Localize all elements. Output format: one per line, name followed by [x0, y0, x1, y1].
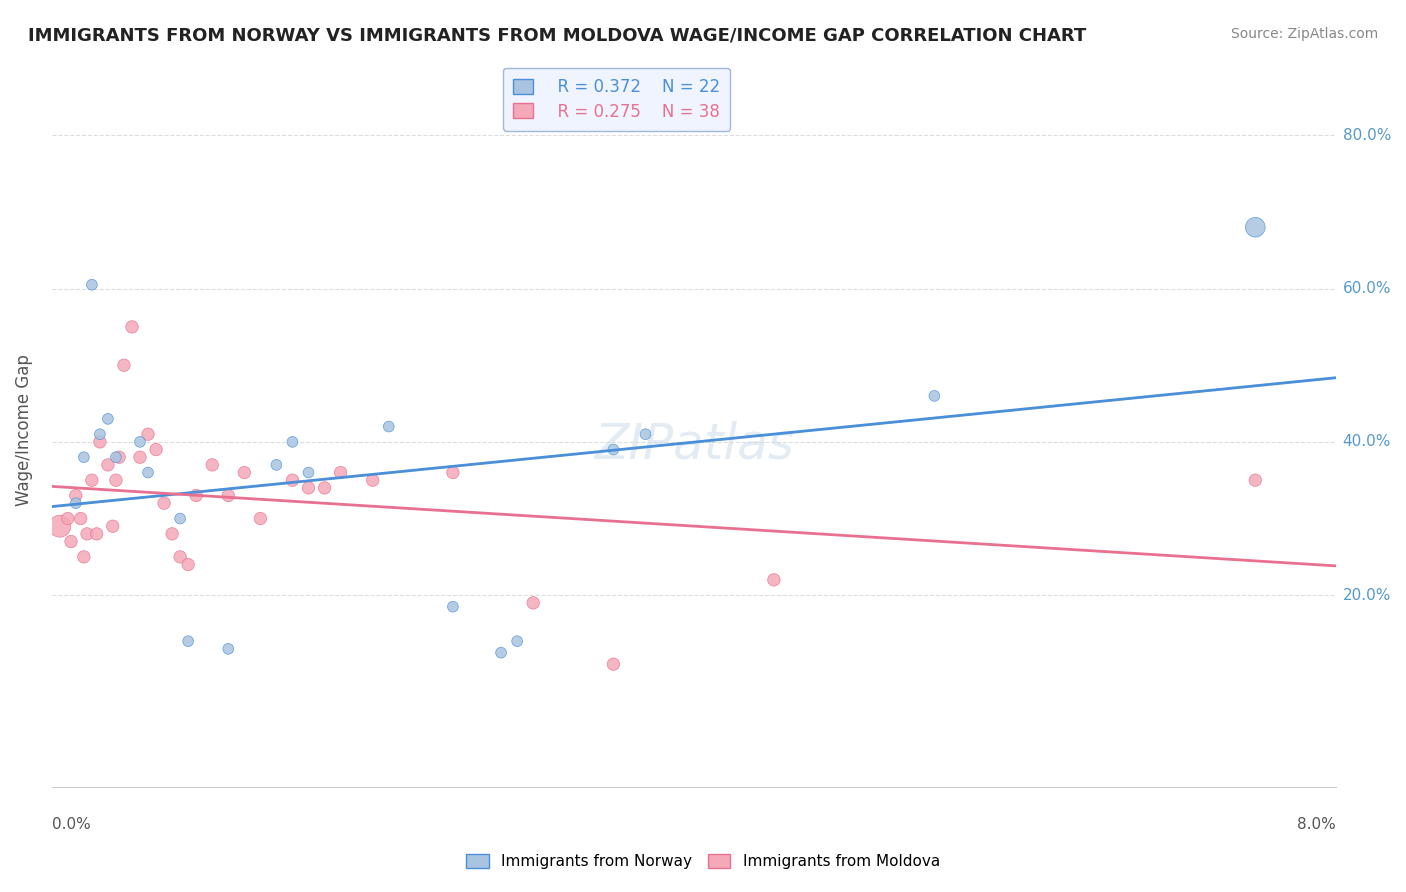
- Point: [602, 442, 624, 457]
- Text: 80.0%: 80.0%: [1343, 128, 1391, 143]
- Point: [522, 596, 544, 610]
- Point: [49, 519, 72, 533]
- Text: 0.0%: 0.0%: [52, 817, 90, 832]
- Point: [634, 427, 657, 442]
- Point: [169, 549, 191, 564]
- Point: [136, 466, 159, 480]
- Point: [329, 466, 352, 480]
- Point: [160, 527, 183, 541]
- Text: 40.0%: 40.0%: [1343, 434, 1391, 450]
- Point: [233, 466, 256, 480]
- Point: [1244, 220, 1267, 235]
- Point: [441, 599, 464, 614]
- Point: [1244, 473, 1267, 487]
- Point: [281, 473, 304, 487]
- Point: [108, 450, 131, 465]
- Point: [266, 458, 288, 472]
- Point: [97, 458, 120, 472]
- Text: IMMIGRANTS FROM NORWAY VS IMMIGRANTS FROM MOLDOVA WAGE/INCOME GAP CORRELATION CH: IMMIGRANTS FROM NORWAY VS IMMIGRANTS FRO…: [28, 27, 1087, 45]
- Point: [361, 473, 384, 487]
- Point: [169, 511, 191, 525]
- Point: [924, 389, 946, 403]
- Point: [86, 527, 108, 541]
- Legend: Immigrants from Norway, Immigrants from Moldova: Immigrants from Norway, Immigrants from …: [460, 848, 946, 875]
- Point: [153, 496, 176, 510]
- Text: ZIPatlas: ZIPatlas: [593, 421, 793, 468]
- Text: 60.0%: 60.0%: [1343, 281, 1391, 296]
- Point: [73, 450, 96, 465]
- Y-axis label: Wage/Income Gap: Wage/Income Gap: [15, 354, 32, 507]
- Point: [217, 641, 239, 656]
- Point: [506, 634, 529, 648]
- Point: [129, 434, 152, 449]
- Point: [145, 442, 167, 457]
- Point: [297, 466, 319, 480]
- Text: 20.0%: 20.0%: [1343, 588, 1391, 603]
- Point: [762, 573, 785, 587]
- Point: [121, 319, 143, 334]
- Point: [69, 511, 91, 525]
- Text: Source: ZipAtlas.com: Source: ZipAtlas.com: [1230, 27, 1378, 41]
- Point: [249, 511, 271, 525]
- Point: [217, 489, 239, 503]
- Point: [104, 473, 127, 487]
- Point: [297, 481, 319, 495]
- Point: [56, 511, 79, 525]
- Point: [80, 473, 103, 487]
- Point: [201, 458, 224, 472]
- Legend:   R = 0.372    N = 22,   R = 0.275    N = 38: R = 0.372 N = 22, R = 0.275 N = 38: [503, 68, 730, 130]
- Point: [89, 427, 111, 442]
- Point: [89, 434, 111, 449]
- Point: [129, 450, 152, 465]
- Point: [76, 527, 98, 541]
- Point: [377, 419, 399, 434]
- Point: [489, 646, 512, 660]
- Point: [104, 450, 127, 465]
- Point: [97, 412, 120, 426]
- Point: [73, 549, 96, 564]
- Point: [65, 489, 87, 503]
- Point: [80, 277, 103, 292]
- Point: [314, 481, 336, 495]
- Text: 8.0%: 8.0%: [1296, 817, 1336, 832]
- Point: [281, 434, 304, 449]
- Point: [112, 358, 135, 372]
- Point: [186, 489, 208, 503]
- Point: [60, 534, 83, 549]
- Point: [177, 634, 200, 648]
- Point: [441, 466, 464, 480]
- Point: [602, 657, 624, 672]
- Point: [136, 427, 159, 442]
- Point: [101, 519, 124, 533]
- Point: [177, 558, 200, 572]
- Point: [65, 496, 87, 510]
